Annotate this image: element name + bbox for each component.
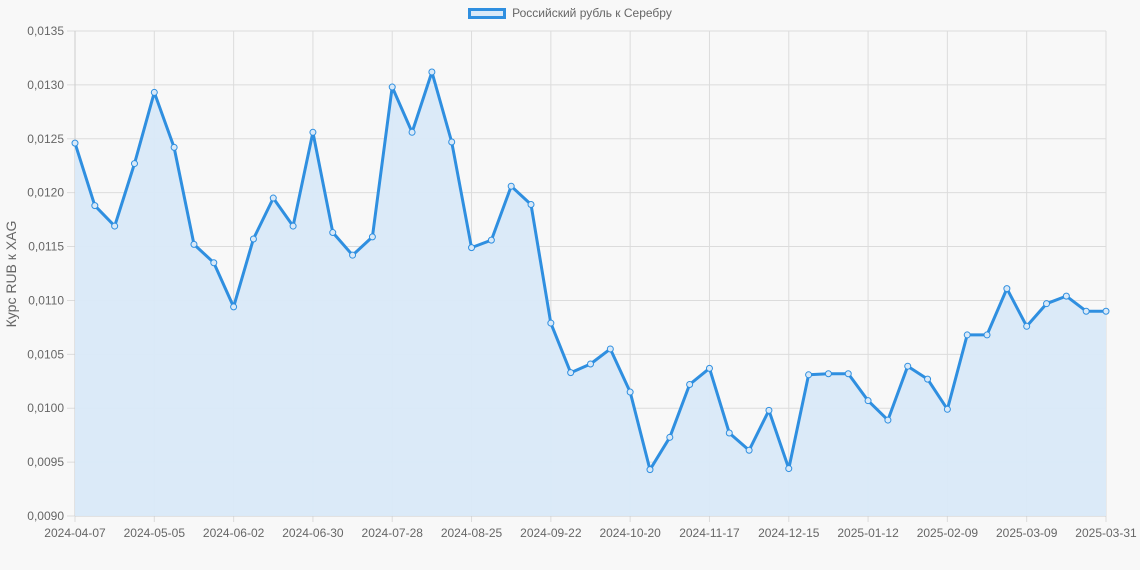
- svg-text:2024-04-07: 2024-04-07: [44, 526, 106, 540]
- data-point[interactable]: [587, 360, 594, 368]
- data-point[interactable]: [1043, 300, 1051, 308]
- svg-text:0,0110: 0,0110: [28, 293, 64, 307]
- svg-text:0,0135: 0,0135: [27, 24, 64, 38]
- data-point[interactable]: [745, 446, 753, 454]
- svg-text:0,0115: 0,0115: [28, 240, 64, 254]
- svg-text:0,0095: 0,0095: [27, 455, 64, 469]
- data-point[interactable]: [646, 466, 654, 474]
- data-point[interactable]: [924, 375, 932, 383]
- data-point[interactable]: [111, 222, 119, 230]
- data-point[interactable]: [527, 201, 535, 209]
- data-point[interactable]: [428, 68, 436, 76]
- data-point[interactable]: [289, 222, 297, 230]
- data-point[interactable]: [785, 465, 793, 473]
- legend-swatch: [468, 7, 507, 19]
- data-point[interactable]: [705, 364, 713, 372]
- data-point[interactable]: [269, 194, 277, 202]
- svg-text:2024-06-30: 2024-06-30: [282, 526, 344, 540]
- data-point[interactable]: [468, 244, 476, 252]
- data-point[interactable]: [249, 235, 257, 243]
- svg-text:2025-02-09: 2025-02-09: [917, 526, 979, 540]
- svg-text:2024-06-02: 2024-06-02: [203, 526, 265, 540]
- data-point[interactable]: [884, 416, 892, 424]
- data-point[interactable]: [388, 83, 396, 91]
- data-point[interactable]: [904, 362, 912, 370]
- data-point[interactable]: [725, 429, 733, 437]
- data-point[interactable]: [368, 233, 376, 241]
- data-point[interactable]: [1062, 292, 1070, 300]
- svg-text:2024-07-28: 2024-07-28: [362, 526, 424, 540]
- data-point[interactable]: [824, 370, 832, 378]
- svg-text:2025-03-09: 2025-03-09: [996, 526, 1058, 540]
- y-axis-label: Курс RUB к XAG: [3, 221, 19, 328]
- data-point[interactable]: [1102, 307, 1110, 315]
- data-point[interactable]: [686, 381, 694, 389]
- data-point[interactable]: [567, 369, 575, 377]
- data-point[interactable]: [626, 388, 634, 396]
- svg-text:0,0105: 0,0105: [27, 347, 64, 361]
- data-point[interactable]: [1082, 307, 1090, 315]
- y-axis: 0,0090 0,0095 0,0100 0,0105 0,0110 0,0115 0,01…: [27, 24, 64, 523]
- svg-text:0,0100: 0,0100: [27, 401, 64, 415]
- data-point[interactable]: [1003, 285, 1011, 293]
- svg-text:2024-09-22: 2024-09-22: [520, 526, 582, 540]
- data-point[interactable]: [230, 303, 238, 311]
- svg-text:2024-12-15: 2024-12-15: [758, 526, 820, 540]
- data-point[interactable]: [765, 406, 773, 414]
- data-point[interactable]: [130, 160, 138, 168]
- data-point[interactable]: [71, 139, 79, 147]
- area-fill: [75, 72, 1106, 516]
- data-point[interactable]: [963, 331, 971, 339]
- data-point[interactable]: [91, 202, 99, 210]
- data-point[interactable]: [844, 370, 852, 378]
- data-point[interactable]: [983, 331, 991, 339]
- legend-label: Российский рубль к Серебру: [512, 6, 672, 20]
- x-axis: 2024-04-07 2024-05-05 2024-06-02 2024-06-30…: [44, 526, 1137, 540]
- data-point[interactable]: [150, 88, 158, 96]
- svg-text:0,0130: 0,0130: [27, 78, 64, 92]
- data-point[interactable]: [547, 319, 555, 327]
- svg-text:2024-08-25: 2024-08-25: [441, 526, 503, 540]
- legend[interactable]: Российский рубль к Серебру: [0, 6, 1140, 20]
- svg-text:0,0120: 0,0120: [27, 186, 64, 200]
- data-point[interactable]: [190, 240, 198, 248]
- data-point[interactable]: [507, 182, 515, 190]
- data-point[interactable]: [309, 128, 317, 136]
- data-point[interactable]: [805, 371, 813, 379]
- data-point[interactable]: [864, 397, 872, 405]
- data-points: [71, 68, 1110, 474]
- data-point[interactable]: [170, 143, 178, 151]
- svg-text:0,0125: 0,0125: [27, 132, 64, 146]
- data-point[interactable]: [666, 433, 674, 441]
- data-point[interactable]: [448, 138, 456, 146]
- svg-text:2025-03-31: 2025-03-31: [1075, 526, 1137, 540]
- data-point[interactable]: [329, 229, 337, 237]
- data-point[interactable]: [408, 128, 416, 136]
- data-point[interactable]: [349, 251, 357, 259]
- svg-text:2024-10-20: 2024-10-20: [599, 526, 661, 540]
- svg-text:0,0090: 0,0090: [27, 509, 64, 523]
- data-point[interactable]: [606, 345, 614, 353]
- data-point[interactable]: [487, 236, 495, 244]
- data-point[interactable]: [943, 405, 951, 413]
- data-point[interactable]: [1023, 322, 1031, 330]
- svg-text:2024-05-05: 2024-05-05: [124, 526, 186, 540]
- data-point[interactable]: [210, 259, 218, 267]
- svg-text:2024-11-17: 2024-11-17: [679, 526, 740, 540]
- svg-text:2025-01-12: 2025-01-12: [837, 526, 899, 540]
